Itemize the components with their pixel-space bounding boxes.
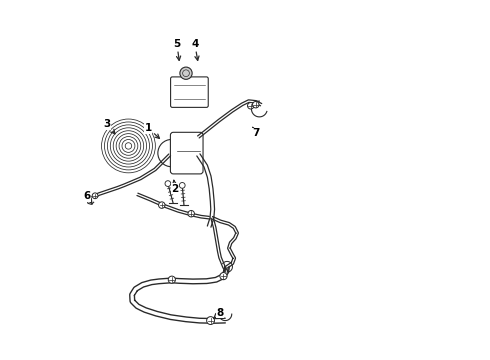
Circle shape bbox=[220, 273, 227, 280]
Text: 6: 6 bbox=[84, 191, 92, 204]
Circle shape bbox=[188, 211, 195, 217]
Text: 2: 2 bbox=[172, 180, 179, 194]
Circle shape bbox=[180, 67, 192, 79]
Circle shape bbox=[247, 103, 254, 109]
Circle shape bbox=[179, 183, 185, 188]
Text: 1: 1 bbox=[145, 123, 159, 139]
Circle shape bbox=[92, 193, 98, 199]
Circle shape bbox=[165, 181, 171, 186]
Text: 7: 7 bbox=[252, 127, 259, 138]
Text: 8: 8 bbox=[214, 308, 223, 318]
Text: 5: 5 bbox=[173, 39, 181, 60]
Text: 3: 3 bbox=[103, 120, 115, 134]
Circle shape bbox=[159, 202, 165, 208]
Circle shape bbox=[168, 276, 175, 283]
Circle shape bbox=[252, 102, 259, 108]
Circle shape bbox=[207, 317, 215, 324]
Text: 4: 4 bbox=[191, 39, 199, 60]
FancyBboxPatch shape bbox=[171, 77, 208, 107]
FancyBboxPatch shape bbox=[171, 132, 203, 174]
